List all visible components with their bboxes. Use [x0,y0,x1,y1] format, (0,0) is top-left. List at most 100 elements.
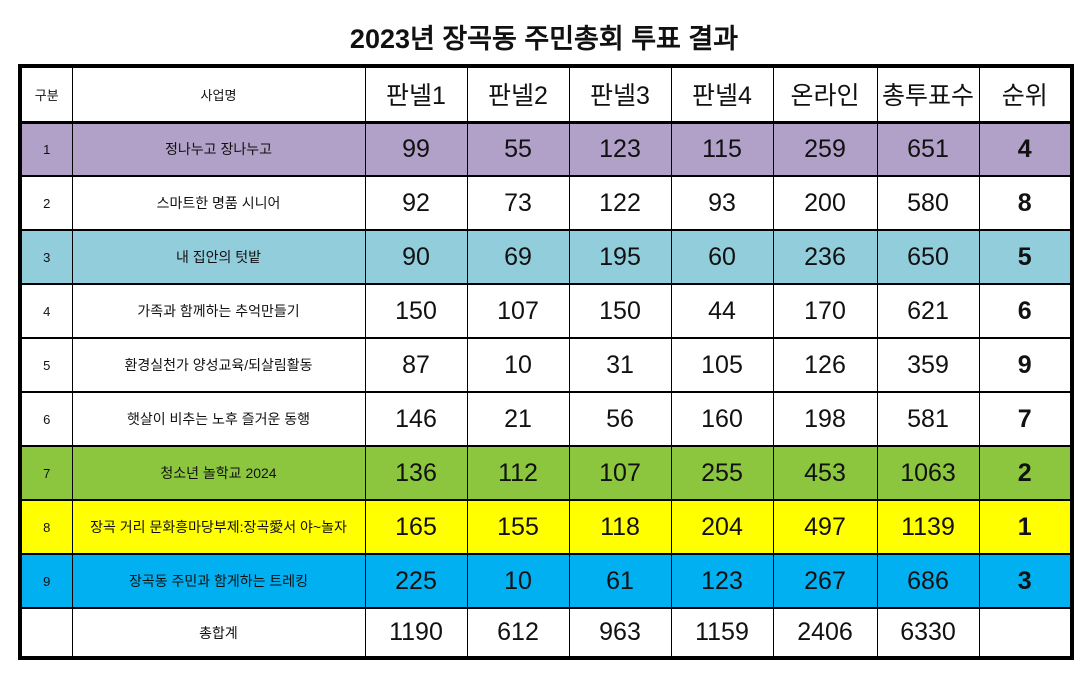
cell-category: 6 [19,391,73,447]
cell-panel4: 105 [670,337,774,393]
col-header-rank: 순위 [978,65,1073,124]
cell-online: 170 [772,283,878,339]
cell-online: 200 [772,175,878,231]
cell-category: 7 [19,445,73,501]
cell-total-votes: 621 [876,283,980,339]
cell-category: 8 [19,499,73,555]
cell-online: 259 [772,121,878,177]
cell-panel3: 122 [568,175,672,231]
table-row-4: 4 가족과 함께하는 추억만들기 150 107 150 44 170 621 6 [19,283,1073,339]
cell-online: 2406 [772,607,878,659]
cell-panel1: 1190 [364,607,468,659]
table-row-6: 6 햇살이 비추는 노후 즐거운 동행 146 21 56 160 198 581 7 [19,391,1073,447]
cell-project-name: 햇살이 비추는 노후 즐거운 동행 [71,391,366,447]
col-header-project-name: 사업명 [71,65,366,124]
cell-online: 267 [772,553,878,609]
cell-panel2: 612 [466,607,570,659]
cell-panel3: 963 [568,607,672,659]
cell-panel1: 165 [364,499,468,555]
cell-panel3: 195 [568,229,672,285]
cell-category: 1 [19,121,73,177]
cell-panel2: 10 [466,553,570,609]
cell-panel4: 60 [670,229,774,285]
cell-panel3: 31 [568,337,672,393]
cell-total-votes: 1063 [876,445,980,501]
cell-panel4: 44 [670,283,774,339]
cell-project-name: 정나누고 장나누고 [71,121,366,177]
cell-panel3: 56 [568,391,672,447]
cell-total-votes: 1139 [876,499,980,555]
cell-rank: 8 [978,175,1073,231]
col-header-panel3: 판넬3 [568,65,672,124]
cell-panel2: 55 [466,121,570,177]
cell-panel3: 107 [568,445,672,501]
cell-online: 236 [772,229,878,285]
total-row: 총합계 1190 612 963 1159 2406 6330 [19,607,1073,659]
col-header-panel4: 판넬4 [670,65,774,124]
cell-panel4: 115 [670,121,774,177]
cell-panel4: 160 [670,391,774,447]
cell-rank: 9 [978,337,1073,393]
cell-category: 9 [19,553,73,609]
table-row-7: 7 청소년 놀학교 2024 136 112 107 255 453 1063 2 [19,445,1073,501]
col-header-online: 온라인 [772,65,878,124]
cell-category: 4 [19,283,73,339]
page-title: 2023년 장곡동 주민총회 투표 결과 [349,24,739,54]
cell-project-name: 가족과 함께하는 추억만들기 [71,283,366,339]
col-header-panel1: 판넬1 [364,65,468,124]
cell-panel1: 99 [364,121,468,177]
cell-project-name: 장곡 거리 문화흥마당부제:장곡愛서 야~놀자 [71,499,366,555]
cell-project-name: 내 집안의 텃밭 [71,229,366,285]
cell-panel3: 118 [568,499,672,555]
cell-category: 2 [19,175,73,231]
cell-rank: 7 [978,391,1073,447]
cell-rank: 4 [978,121,1073,177]
cell-category [19,607,73,659]
cell-panel1: 150 [364,283,468,339]
cell-panel2: 73 [466,175,570,231]
cell-panel2: 112 [466,445,570,501]
cell-project-name: 청소년 놀학교 2024 [71,445,366,501]
cell-rank: 2 [978,445,1073,501]
cell-project-name: 스마트한 명품 시니어 [71,175,366,231]
cell-category: 3 [19,229,73,285]
cell-panel4: 204 [670,499,774,555]
cell-category: 5 [19,337,73,393]
cell-total-votes: 359 [876,337,980,393]
cell-total-votes: 580 [876,175,980,231]
cell-panel1: 90 [364,229,468,285]
cell-project-name: 환경실천가 양성교육/되살림활동 [71,337,366,393]
header-row: 구분 사업명 판넬1 판넬2 판넬3 판넬4 온라인 총투표수 순위 [19,65,1073,124]
col-header-total-votes: 총투표수 [876,65,980,124]
cell-panel2: 10 [466,337,570,393]
cell-online: 453 [772,445,878,501]
cell-total-votes: 686 [876,553,980,609]
cell-panel3: 150 [568,283,672,339]
table-row-9: 9 장곡동 주민과 함게하는 트레킹 225 10 61 123 267 686 3 [19,553,1073,609]
cell-rank: 5 [978,229,1073,285]
cell-total-votes: 6330 [876,607,980,659]
cell-project-name: 장곡동 주민과 함게하는 트레킹 [71,553,366,609]
cell-panel2: 21 [466,391,570,447]
cell-total-votes: 581 [876,391,980,447]
cell-rank: 3 [978,553,1073,609]
cell-panel4: 1159 [670,607,774,659]
cell-total-votes: 651 [876,121,980,177]
cell-panel4: 123 [670,553,774,609]
cell-project-name: 총합계 [71,607,366,659]
col-header-category: 구분 [19,65,73,124]
cell-rank: 1 [978,499,1073,555]
cell-rank [978,607,1073,659]
cell-panel1: 225 [364,553,468,609]
cell-panel2: 155 [466,499,570,555]
cell-panel1: 136 [364,445,468,501]
cell-panel1: 92 [364,175,468,231]
cell-online: 126 [772,337,878,393]
cell-panel3: 123 [568,121,672,177]
cell-online: 198 [772,391,878,447]
cell-total-votes: 650 [876,229,980,285]
table-row-8: 8 장곡 거리 문화흥마당부제:장곡愛서 야~놀자 165 155 118 204 497 1… [19,499,1073,555]
cell-panel1: 87 [364,337,468,393]
cell-panel4: 93 [670,175,774,231]
